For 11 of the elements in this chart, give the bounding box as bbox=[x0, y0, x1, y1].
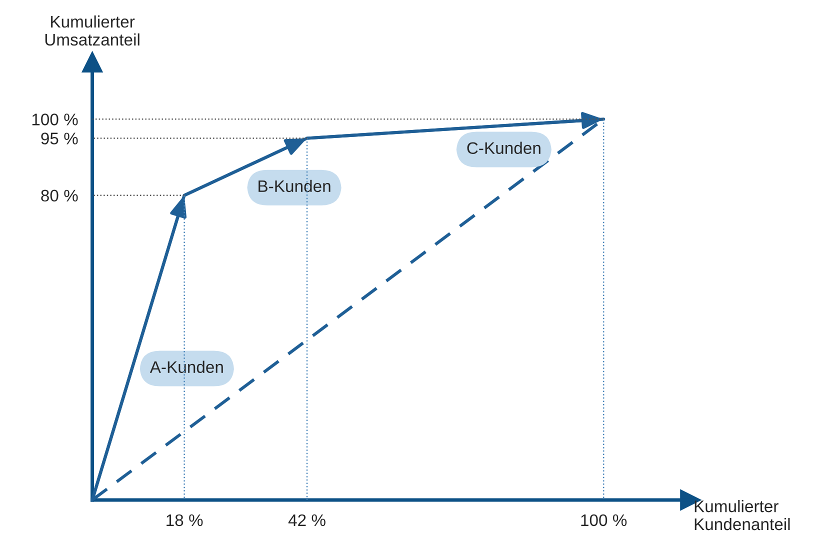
x-tick-label: 18 % bbox=[166, 514, 203, 526]
annotation: C-Kunden bbox=[467, 142, 540, 154]
x-tick-label: 100 % bbox=[581, 514, 627, 526]
annotation: B-Kunden bbox=[258, 180, 330, 192]
annotation: A-Kunden bbox=[150, 360, 223, 373]
x-tick-label: 42 % bbox=[288, 514, 326, 526]
y-tick-label: 95 % bbox=[41, 132, 78, 144]
y-axis-title: Kumulierter Umsatzanteil bbox=[45, 15, 140, 46]
y-tick-label: 80 % bbox=[41, 190, 78, 202]
y-tick-label: 100 % bbox=[32, 114, 78, 126]
x-axis-title: Kumulierter Kundenanteil bbox=[694, 500, 790, 530]
